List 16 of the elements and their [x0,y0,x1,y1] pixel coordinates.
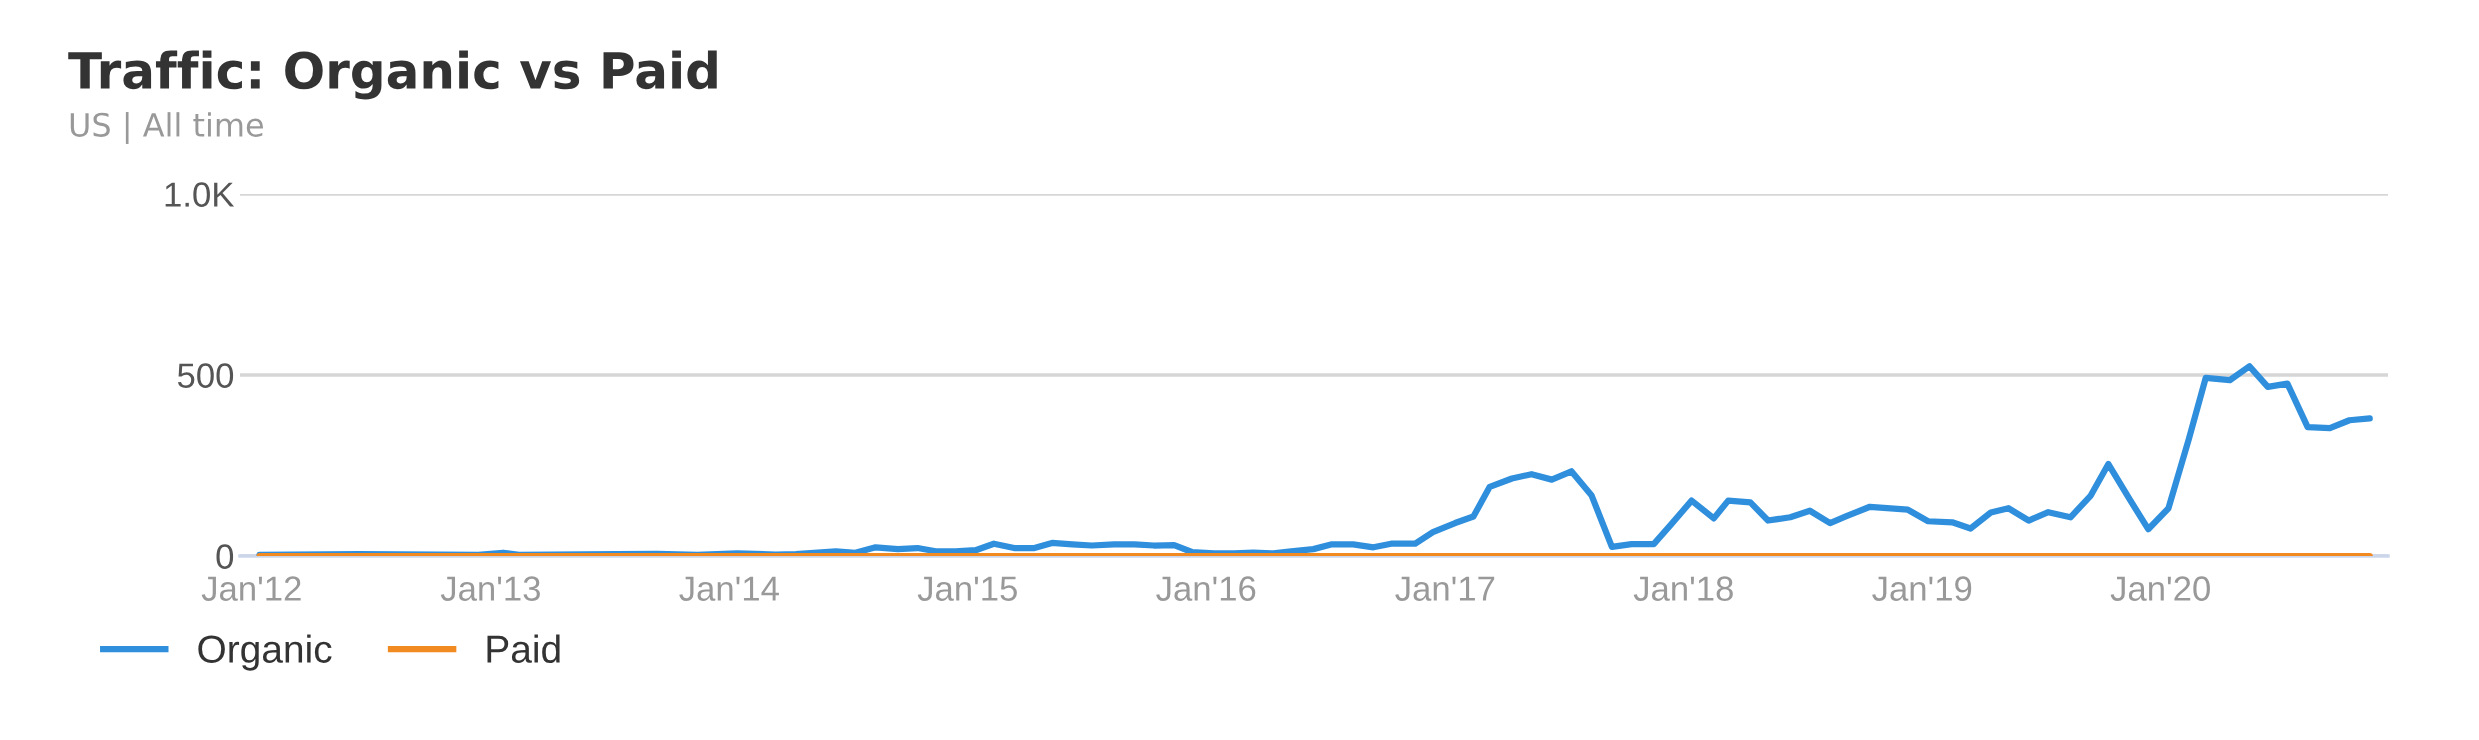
legend-label: Paid [487,634,560,664]
chart-title: Traffic: Organic vs Paid [68,50,717,100]
x-tick-label: Jan'19 [1872,576,1972,601]
x-tick-label: Jan'14 [679,576,779,601]
x-tick-label: Jan'17 [1395,576,1495,601]
x-tick-label: Jan'20 [2110,576,2210,601]
legend-label: Organic [198,634,332,671]
x-tick-label: Jan'16 [1156,576,1256,601]
y-tick-label: 1.0K [165,182,235,207]
x-tick-label: Jan'15 [917,576,1017,601]
y-tick-label: 500 [177,363,234,388]
x-tick-label: Jan'18 [1633,576,1733,601]
x-tick-label: Jan'12 [201,576,301,601]
y-tick-label: 0 [216,544,234,569]
x-tick-label: Jan'13 [440,576,540,601]
chart-subtitle: US | All time [70,112,263,144]
